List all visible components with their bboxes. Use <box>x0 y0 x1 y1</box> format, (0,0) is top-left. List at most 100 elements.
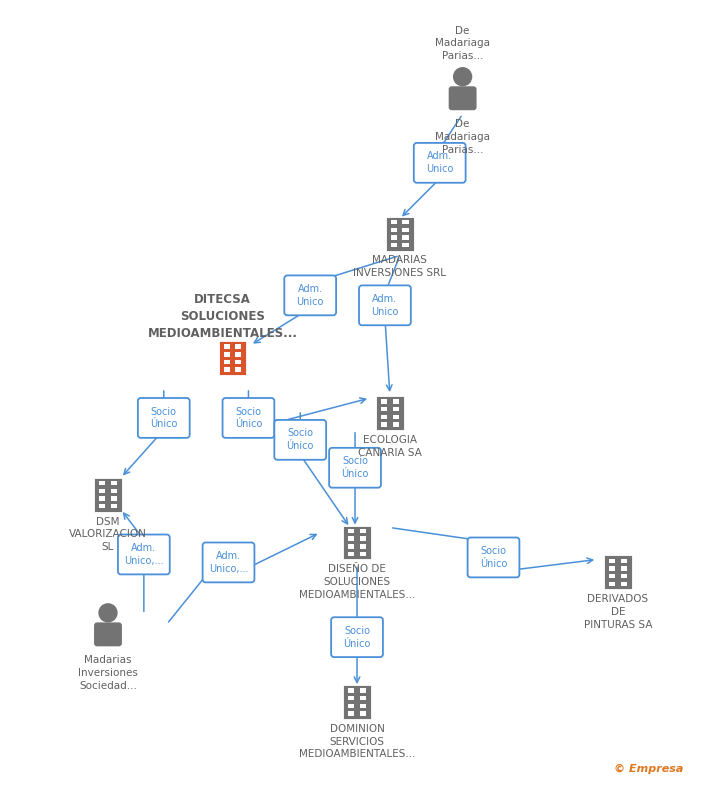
Bar <box>381 414 387 419</box>
Bar <box>621 582 627 586</box>
Bar <box>218 341 247 375</box>
Bar <box>403 235 408 239</box>
Bar <box>223 367 230 372</box>
FancyBboxPatch shape <box>329 448 381 487</box>
FancyBboxPatch shape <box>448 87 477 111</box>
Bar <box>381 422 387 427</box>
Bar <box>386 216 414 250</box>
Bar <box>381 407 387 411</box>
Bar <box>403 227 408 232</box>
Bar <box>360 537 365 541</box>
FancyBboxPatch shape <box>414 143 466 183</box>
Text: DOMINION
SERVICIOS
MEDIOAMBIENTALES...: DOMINION SERVICIOS MEDIOAMBIENTALES... <box>298 724 415 759</box>
Bar <box>392 407 399 411</box>
Bar <box>348 529 355 533</box>
Text: Adm.
Unico: Adm. Unico <box>426 151 454 174</box>
Bar <box>360 529 365 533</box>
Bar <box>621 566 627 571</box>
Bar <box>392 399 399 404</box>
Bar <box>235 352 241 356</box>
Bar <box>391 220 397 224</box>
Text: DSM
VALORIZACION
SL: DSM VALORIZACION SL <box>69 517 147 553</box>
Text: Adm.
Unico,...: Adm. Unico,... <box>209 551 248 574</box>
Bar <box>99 481 106 486</box>
Bar <box>99 504 106 508</box>
Bar <box>343 525 371 560</box>
Text: DISEÑO DE
SOLUCIONES
MEDIOAMBIENTALES...: DISEÑO DE SOLUCIONES MEDIOAMBIENTALES... <box>298 564 415 600</box>
Bar <box>348 704 355 708</box>
Text: Adm.
Unico: Adm. Unico <box>296 284 324 307</box>
Bar <box>360 704 365 708</box>
Text: Socio
Único: Socio Único <box>287 429 314 452</box>
Text: De
Madariaga
Parias...: De Madariaga Parias... <box>435 25 490 61</box>
Bar <box>360 552 365 556</box>
Bar <box>391 227 397 232</box>
Circle shape <box>99 604 117 622</box>
Bar <box>360 696 365 700</box>
Bar <box>403 242 408 247</box>
Text: DERIVADOS
DE
PINTURAS SA: DERIVADOS DE PINTURAS SA <box>584 595 652 630</box>
Bar <box>360 544 365 549</box>
Bar <box>99 489 106 493</box>
Bar <box>604 556 632 589</box>
Bar <box>621 559 627 563</box>
Bar <box>235 367 241 372</box>
Bar <box>392 422 399 427</box>
Bar <box>381 399 387 404</box>
Bar <box>391 235 397 239</box>
Text: DITECSA
SOLUCIONES
MEDIOAMBIENTALES...: DITECSA SOLUCIONES MEDIOAMBIENTALES... <box>148 293 298 340</box>
Text: Socio
Único: Socio Único <box>480 546 507 569</box>
Bar <box>111 496 116 501</box>
Bar <box>235 360 241 364</box>
Bar <box>223 360 230 364</box>
Text: © Empresa: © Empresa <box>614 764 683 774</box>
Bar <box>403 220 408 224</box>
Text: Adm.
Unico: Adm. Unico <box>371 294 399 316</box>
Bar <box>376 396 404 430</box>
Text: MADARIAS
INVERSIONES SRL: MADARIAS INVERSIONES SRL <box>353 255 446 278</box>
Bar <box>111 489 116 493</box>
Text: Socio
Único: Socio Único <box>234 406 262 429</box>
Bar <box>609 574 615 579</box>
Text: ECOLOGIA
CANARIA SA: ECOLOGIA CANARIA SA <box>358 435 422 458</box>
Bar <box>391 242 397 247</box>
FancyBboxPatch shape <box>138 398 190 438</box>
Bar <box>111 504 116 508</box>
Bar <box>360 688 365 692</box>
Bar <box>621 574 627 579</box>
Bar <box>392 414 399 419</box>
Bar <box>111 481 116 486</box>
Bar <box>609 559 615 563</box>
Bar <box>99 496 106 501</box>
Text: Socio
Único: Socio Único <box>344 626 371 649</box>
FancyBboxPatch shape <box>359 285 411 325</box>
FancyBboxPatch shape <box>467 537 519 577</box>
Text: Socio
Único: Socio Único <box>341 456 368 479</box>
Bar <box>348 544 355 549</box>
Bar <box>609 566 615 571</box>
FancyBboxPatch shape <box>274 420 326 460</box>
Bar <box>223 352 230 356</box>
Bar <box>348 712 355 716</box>
Bar <box>223 344 230 349</box>
Bar <box>343 685 371 719</box>
Bar <box>94 478 122 512</box>
Bar <box>348 552 355 556</box>
Bar <box>235 344 241 349</box>
Bar <box>609 582 615 586</box>
Text: Socio
Único: Socio Único <box>150 406 178 429</box>
Text: Madarias
Inversiones
Sociedad...: Madarias Inversiones Sociedad... <box>78 655 138 691</box>
Circle shape <box>454 68 472 86</box>
Bar <box>360 712 365 716</box>
Bar <box>348 688 355 692</box>
Text: De
Madariaga
Parias...: De Madariaga Parias... <box>435 119 490 154</box>
Bar <box>348 537 355 541</box>
FancyBboxPatch shape <box>94 622 122 646</box>
FancyBboxPatch shape <box>223 398 274 438</box>
FancyBboxPatch shape <box>118 534 170 574</box>
Bar <box>348 696 355 700</box>
Text: Adm.
Unico,...: Adm. Unico,... <box>124 543 164 566</box>
FancyBboxPatch shape <box>285 275 336 316</box>
FancyBboxPatch shape <box>331 617 383 657</box>
FancyBboxPatch shape <box>202 542 254 583</box>
